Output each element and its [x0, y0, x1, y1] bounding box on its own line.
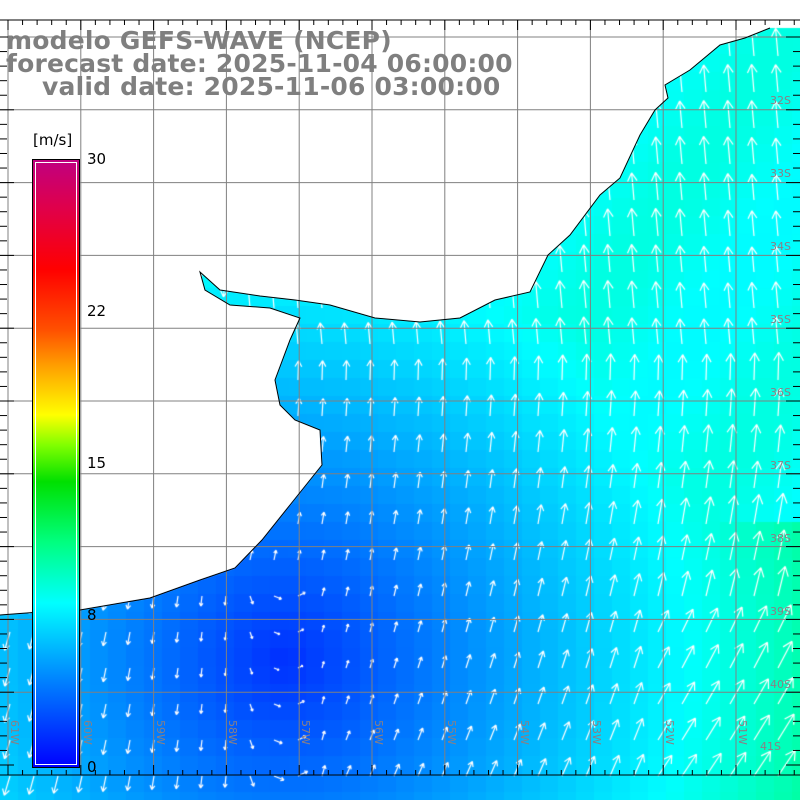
longitude-label: 55W: [444, 720, 458, 745]
latitude-label: 37S: [770, 459, 791, 472]
valid-date: valid date: 2025-11-06 03:00:00: [42, 72, 501, 101]
coastline: [0, 27, 771, 616]
latitude-label: 35S: [770, 313, 791, 326]
longitude-label: 60W: [80, 720, 94, 745]
colorbar-label: 8: [87, 606, 97, 624]
longitude-label: 59W: [153, 720, 167, 745]
longitude-label: 53W: [590, 720, 604, 745]
colorbar-label: 30: [87, 150, 107, 168]
colorbar-label: 22: [87, 302, 107, 320]
longitude-label: 57W: [299, 720, 313, 745]
longitude-label: 56W: [372, 720, 385, 745]
longitude-label: 58W: [226, 720, 240, 745]
latitude-label: 33S: [770, 167, 791, 180]
latitude-label: 32S: [770, 94, 791, 107]
longitude-label: 61W: [8, 720, 21, 745]
axis-ticks: [0, 19, 800, 776]
colorbar: [32, 159, 80, 768]
longitude-label: 54W: [517, 720, 531, 745]
colorbar-unit: [m/s]: [33, 131, 73, 149]
longitude-label: 51W: [736, 720, 749, 745]
latitude-label: 39S: [770, 605, 791, 618]
colorbar-label: 15: [87, 454, 107, 472]
model-title: modelo GEFS-WAVE (NCEP): [6, 26, 392, 55]
forecast-date: forecast date: 2025-11-04 06:00:00: [6, 49, 513, 78]
latitude-label: 36S: [770, 386, 791, 399]
colorbar-label: 0: [87, 758, 97, 776]
latitude-label: 38S: [770, 532, 791, 545]
latitude-label: 40S: [770, 678, 791, 691]
latitude-label: 34S: [770, 240, 791, 253]
longitude-label: 52W: [663, 720, 677, 745]
graticule: [0, 20, 800, 775]
latitude-label: 41S: [760, 740, 781, 753]
